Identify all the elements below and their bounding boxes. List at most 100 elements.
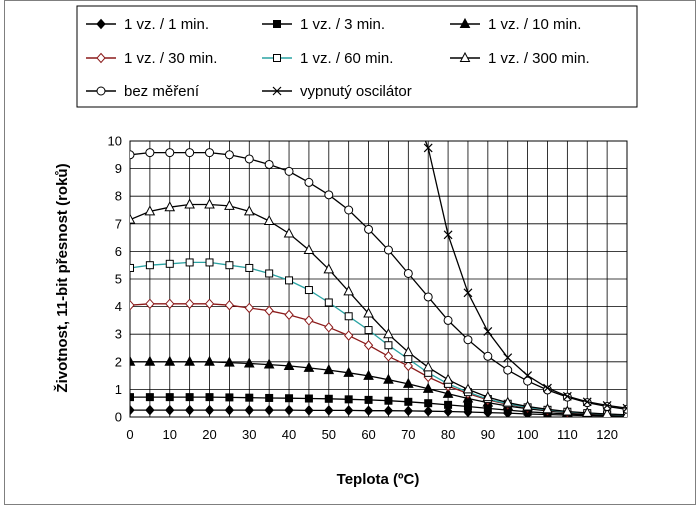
data-point — [404, 355, 413, 364]
data-point — [363, 405, 374, 416]
data-point — [444, 400, 453, 409]
data-point — [462, 383, 474, 394]
data-point — [502, 396, 514, 407]
legend-entry-4: 1 vz. / 30 min. — [86, 50, 217, 67]
data-point — [204, 298, 215, 310]
series-line — [130, 151, 627, 410]
data-point — [503, 353, 513, 363]
data-point — [442, 387, 454, 398]
data-point — [523, 376, 533, 386]
data-point — [224, 150, 234, 160]
data-point — [263, 358, 275, 369]
data-point — [184, 355, 195, 366]
data-point — [424, 399, 433, 408]
data-point — [343, 285, 355, 296]
x-tick-label: 0 — [126, 427, 133, 442]
legend-marker — [273, 54, 281, 62]
legend-entry-5: 1 vz. / 60 min. — [262, 50, 393, 67]
data-point — [164, 355, 176, 366]
data-point — [164, 201, 176, 212]
data-point — [205, 393, 214, 402]
data-point — [245, 393, 254, 402]
data-point — [165, 259, 174, 268]
data-point — [243, 357, 255, 368]
x-tick-label: 100 — [517, 427, 539, 442]
legend-box — [76, 5, 638, 108]
data-point — [244, 302, 254, 314]
data-point — [602, 402, 612, 412]
x-tick-label: 90 — [481, 427, 495, 442]
data-point — [344, 405, 354, 416]
data-point — [284, 309, 294, 321]
plot-border — [129, 140, 628, 418]
legend-entry-3: 1 vz. / 10 min. — [450, 16, 581, 33]
data-point — [130, 299, 135, 311]
data-point — [422, 361, 434, 372]
data-point — [364, 224, 374, 234]
data-point — [384, 341, 393, 350]
legend-label: 1 vz. / 300 min. — [488, 50, 590, 67]
data-point — [224, 356, 235, 367]
chart-frame — [4, 0, 696, 505]
data-point — [304, 315, 314, 326]
data-point — [185, 393, 194, 402]
data-point — [403, 268, 413, 278]
data-point — [304, 177, 314, 187]
data-point — [423, 292, 433, 302]
data-point — [285, 276, 294, 285]
data-point — [225, 261, 234, 270]
data-point — [443, 315, 453, 325]
x-axis-title: Teplota (ºC) — [337, 471, 420, 488]
series-line — [130, 361, 627, 416]
data-point — [522, 400, 533, 411]
series-2 — [130, 393, 627, 417]
data-point — [303, 361, 315, 372]
data-point — [383, 328, 394, 339]
legend-label: vypnutý oscilátor — [300, 83, 412, 100]
data-point — [562, 391, 572, 401]
data-point — [263, 214, 275, 226]
data-point — [264, 159, 274, 169]
data-point — [185, 258, 194, 267]
legend-label: 1 vz. / 60 min. — [300, 50, 393, 67]
data-point — [284, 166, 294, 176]
data-point — [622, 404, 627, 414]
data-point — [523, 371, 533, 381]
data-point — [244, 154, 254, 164]
data-point — [422, 382, 434, 393]
legend-entry-1: 1 vz. / 1 min. — [86, 16, 209, 33]
y-tick-label: 5 — [115, 272, 122, 287]
data-point — [383, 351, 394, 362]
data-point — [145, 148, 155, 158]
legend-marker — [96, 52, 106, 64]
legend-entry-2: 1 vz. / 3 min. — [262, 16, 385, 33]
series-line — [130, 203, 627, 416]
data-point — [130, 404, 135, 416]
data-point — [145, 298, 155, 310]
y-tick-label: 0 — [115, 410, 122, 425]
data-point — [343, 366, 355, 377]
x-tick-label: 120 — [596, 427, 618, 442]
data-point — [344, 312, 353, 321]
x-tick-label: 40 — [282, 427, 296, 442]
data-point — [224, 404, 235, 416]
data-point — [304, 405, 314, 416]
data-point — [344, 395, 353, 404]
data-point — [283, 359, 295, 370]
data-point — [145, 404, 155, 416]
data-point — [145, 261, 154, 270]
series-7 — [130, 148, 627, 414]
legend-marker — [459, 51, 471, 62]
y-tick-label: 2 — [115, 354, 122, 369]
y-tick-label: 4 — [115, 299, 122, 314]
data-point — [130, 393, 134, 402]
legend-marker — [459, 17, 471, 28]
data-point — [542, 385, 552, 395]
data-point — [383, 245, 393, 255]
data-point — [304, 286, 313, 295]
data-point — [324, 298, 333, 307]
data-point — [423, 405, 433, 417]
data-point — [204, 198, 215, 209]
data-point — [324, 190, 334, 200]
